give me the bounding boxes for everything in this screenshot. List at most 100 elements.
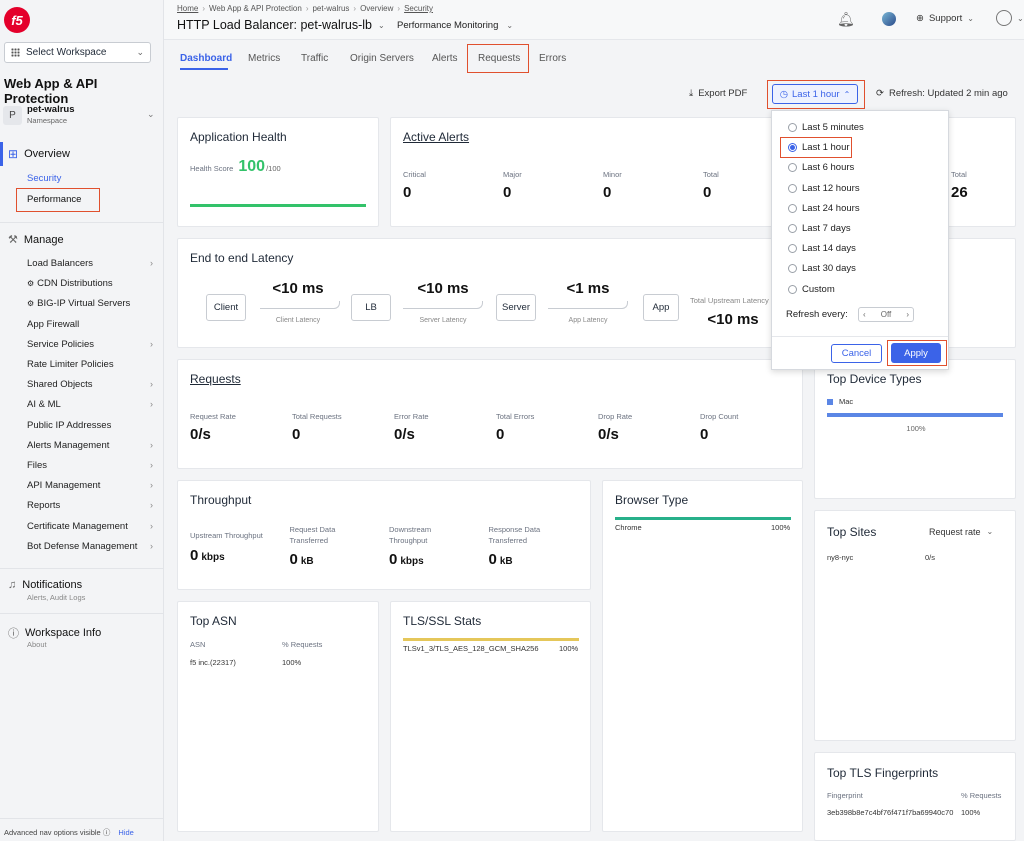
radio-button[interactable] — [788, 284, 797, 294]
sidebar-item-manage[interactable]: Rate Limiter Policies — [27, 359, 153, 370]
highlight-requests-tab — [467, 44, 529, 73]
cancel-button[interactable]: Cancel — [831, 344, 882, 363]
time-option[interactable]: Custom — [788, 284, 835, 295]
sidebar-section-workspace-info[interactable]: ⓘ Workspace Info — [8, 625, 101, 641]
sidebar-item-manage[interactable]: Service Policies › — [27, 339, 153, 350]
radio-button[interactable] — [788, 163, 797, 173]
time-option[interactable]: Last 14 days — [788, 243, 856, 254]
time-range-dropdown: Refresh every: ‹ Off › Cancel Last 5 min… — [771, 110, 949, 370]
user-icon[interactable] — [996, 10, 1012, 26]
tab-traffic[interactable]: Traffic — [301, 53, 329, 64]
sidebar-item-manage[interactable]: Bot Defense Management › — [27, 541, 153, 552]
sidebar-item-manage[interactable]: Alerts Management › — [27, 440, 153, 451]
sidebar-section-overview[interactable]: ⊞ Overview — [8, 147, 70, 161]
time-range-button[interactable]: ◷ Last 1 hour ⌃ — [772, 84, 858, 104]
chevron-right-icon: › — [150, 520, 153, 531]
sidebar-item-performance[interactable]: Performance — [27, 194, 82, 205]
tls-bar-track — [403, 638, 579, 641]
sidebar-item-manage[interactable]: ⚙ CDN Distributions — [27, 278, 153, 289]
sidebar-section-notifications[interactable]: ♫ Notifications — [8, 579, 82, 591]
tab-dashboard[interactable]: Dashboard — [180, 53, 233, 64]
chevron-down-icon: ⌄ — [506, 21, 514, 30]
radio-button[interactable] — [788, 264, 797, 274]
panel-title: Application Health — [190, 130, 287, 144]
radio-button[interactable] — [788, 203, 797, 213]
sidebar-item-manage[interactable]: Load Balancers › — [27, 258, 153, 269]
namespace-name: pet-walrus — [27, 104, 75, 115]
refresh-button[interactable]: ⟳ Refresh: Updated 2 min ago — [876, 88, 1008, 99]
sidebar-item-manage[interactable]: Shared Objects › — [27, 379, 153, 390]
hide-link[interactable]: Hide — [118, 828, 134, 837]
time-option[interactable]: Last 5 minutes — [788, 122, 864, 133]
alert-value: 0 — [703, 184, 712, 201]
time-option[interactable]: Last 7 days — [788, 223, 851, 234]
time-option[interactable]: Last 6 hours — [788, 162, 854, 173]
time-option[interactable]: Last 24 hours — [788, 203, 860, 214]
requests-link[interactable]: Requests — [190, 372, 241, 386]
radio-button[interactable] — [788, 183, 797, 193]
sidebar-item-manage[interactable]: Public IP Addresses — [27, 420, 153, 431]
time-option-label: Last 14 days — [802, 243, 856, 255]
sidebar-item-manage[interactable]: Files › — [27, 460, 153, 471]
breadcrumb-item[interactable]: Overview — [360, 4, 394, 13]
time-option[interactable]: Last 12 hours — [788, 183, 860, 194]
panel-title: Throughput — [190, 493, 252, 507]
breadcrumb-item[interactable]: Home — [177, 4, 199, 13]
tab-bar: Dashboard Metrics Traffic Origin Servers Ale… — [164, 44, 1024, 72]
metric-selector[interactable]: Request rate ⌄ — [929, 527, 993, 537]
latency-connector — [403, 301, 483, 309]
throughput-label: Downstream Throughput — [389, 525, 432, 545]
tab-origin-servers[interactable]: Origin Servers — [350, 53, 414, 64]
view-label: Performance Monitoring — [397, 20, 499, 31]
server-latency-value: <10 ms — [417, 280, 469, 297]
avatar[interactable] — [882, 12, 896, 26]
radio-button[interactable] — [788, 123, 797, 132]
upstream-latency-label: Total Upstream Latency — [690, 296, 769, 305]
breadcrumb-item[interactable]: pet-walrus — [312, 4, 350, 13]
sidebar-item-manage[interactable]: API Management › — [27, 480, 153, 491]
time-option[interactable]: Last 30 days — [788, 263, 856, 274]
chevron-left-icon[interactable]: ‹ — [863, 310, 866, 319]
tab-requests[interactable]: Requests — [478, 53, 521, 64]
radio-button[interactable] — [788, 244, 797, 254]
sidebar-item-manage[interactable]: ⚙ BIG-IP Virtual Servers — [27, 298, 153, 309]
globe-icon: ⊕ — [916, 13, 924, 24]
active-alerts-link[interactable]: Active Alerts — [403, 130, 470, 144]
info-icon: ⓘ — [102, 828, 111, 837]
sidebar-item-manage[interactable]: Reports › — [27, 500, 153, 511]
time-option[interactable]: Last 1 hour — [788, 142, 850, 153]
bell-icon[interactable]: 🔔︎ — [837, 11, 855, 27]
f5-logo[interactable]: f5 — [4, 7, 30, 33]
tab-errors[interactable]: Errors — [539, 53, 567, 64]
workspace-select[interactable]: Select Workspace ⌄ — [4, 42, 151, 63]
throughput-value: 0 kB — [290, 551, 314, 568]
radio-button[interactable] — [788, 224, 797, 233]
info-icon: ⓘ — [8, 628, 19, 640]
chevron-right-icon: › — [150, 439, 153, 450]
chevron-right-icon[interactable]: › — [906, 310, 909, 319]
export-pdf-button[interactable]: ⤓ Export PDF — [689, 88, 747, 99]
sidebar-section-manage[interactable]: ⚒ Manage — [8, 233, 64, 247]
divider — [0, 613, 164, 614]
alert-value: 0 — [403, 184, 412, 201]
tab-metrics[interactable]: Metrics — [248, 53, 281, 64]
sidebar-item-security[interactable]: Security — [27, 173, 62, 184]
refresh-stepper[interactable]: ‹ Off › — [858, 307, 914, 322]
asn-name: f5 inc.(22317) — [190, 658, 236, 667]
sidebar-item-manage[interactable]: Certificate Management › — [27, 521, 153, 532]
browser-bar-track — [615, 517, 791, 520]
namespace-sub: Namespace — [27, 116, 68, 125]
page-title-selector[interactable]: HTTP Load Balancer: pet-walrus-lb ⌄ — [177, 18, 385, 32]
tab-alerts[interactable]: Alerts — [432, 53, 458, 64]
support-menu[interactable]: ⊕ Support ⌄ — [916, 13, 974, 24]
throughput-label: Response Data Transferred — [488, 525, 541, 545]
namespace-selector[interactable]: P pet-walrus Namespace ⌄ — [3, 104, 160, 128]
breadcrumb-item[interactable]: Web App & API Protection — [209, 4, 302, 13]
sidebar-item-manage[interactable]: AI & ML › — [27, 399, 153, 410]
view-selector[interactable]: Performance Monitoring ⌄ — [397, 20, 513, 31]
panel-title: Top ASN — [190, 614, 237, 628]
apply-button[interactable]: Apply — [891, 343, 941, 363]
breadcrumb-item[interactable]: Security — [404, 4, 433, 13]
sidebar-item-manage[interactable]: App Firewall — [27, 319, 153, 330]
radio-button[interactable] — [788, 143, 797, 153]
